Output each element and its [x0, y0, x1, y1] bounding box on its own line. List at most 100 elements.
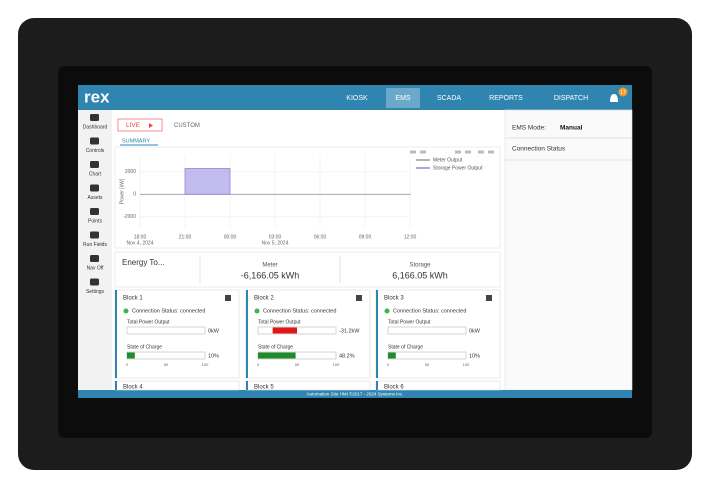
sidebar-label[interactable]: Run Fields: [83, 242, 107, 248]
soc-label: State of Charge: [388, 344, 423, 350]
power-bar: [272, 327, 297, 334]
subtab[interactable]: SUMMARY: [122, 138, 150, 144]
soc-tick-label: 0: [257, 362, 260, 367]
block-status: Connection Status: connected: [132, 308, 205, 314]
bell-icon[interactable]: [610, 94, 618, 102]
y-tick-label: -2000: [123, 214, 136, 220]
storage-point: [409, 193, 411, 195]
nav-item[interactable]: EMS: [395, 95, 411, 102]
tab-label[interactable]: CUSTOM: [174, 123, 200, 129]
block-icon[interactable]: [486, 295, 492, 301]
sidebar-label[interactable]: Dashboard: [83, 124, 108, 130]
tab-live[interactable]: [117, 118, 163, 132]
y-tick-label: 0: [133, 192, 136, 198]
top-bar: [78, 85, 632, 110]
sidebar-label[interactable]: Assets: [87, 195, 103, 201]
soc-tick-label: 0: [126, 362, 129, 367]
block-icon[interactable]: [356, 295, 362, 301]
sidebar-label[interactable]: Nav Off: [87, 265, 104, 271]
power-label: Total Power Output: [388, 319, 431, 325]
soc-tick-label: 50: [164, 362, 169, 367]
soc-tick-label: 100: [333, 362, 340, 367]
sidebar-icon[interactable]: [90, 137, 99, 145]
block-accent: [376, 381, 378, 390]
sidebar: [78, 110, 112, 390]
soc-tick-label: 100: [202, 362, 209, 367]
legend-label: Meter Output: [433, 157, 463, 163]
x-tick-label: 21:00: [179, 234, 192, 240]
x-tick-label: 06:00: [314, 234, 327, 240]
soc-tick-label: 0: [387, 362, 390, 367]
soc-value: 48.2%: [339, 353, 355, 359]
x-tick-label: 00:00: [224, 234, 237, 240]
badge-count: 17: [620, 90, 626, 96]
sidebar-icon[interactable]: [90, 278, 99, 286]
y-tick-label: 2000: [125, 169, 136, 175]
block-accent: [246, 290, 248, 378]
block-accent: [115, 290, 117, 378]
logo: rex: [84, 87, 110, 106]
block-status: Connection Status: connected: [263, 308, 336, 314]
live-icon: [149, 123, 153, 128]
sidebar-icon[interactable]: [90, 255, 99, 262]
block-status: Connection Status: connected: [393, 308, 466, 314]
power-value: 0kW: [208, 328, 220, 334]
soc-tick-label: 100: [463, 362, 470, 367]
sidebar-label[interactable]: Controls: [86, 148, 105, 154]
soc-value: 10%: [469, 353, 480, 359]
sidebar-label[interactable]: Points: [88, 218, 102, 224]
x-date-label: Nov 5, 2024: [262, 240, 289, 246]
nav-item[interactable]: KIOSK: [346, 95, 368, 102]
nav-item[interactable]: REPORTS: [489, 95, 523, 102]
soc-label: State of Charge: [258, 344, 293, 350]
power-value: 0kW: [469, 328, 481, 334]
sidebar-icon[interactable]: [90, 231, 99, 239]
soc-value: 10%: [208, 353, 219, 359]
block-accent: [376, 290, 378, 378]
soc-bar: [388, 352, 396, 359]
soc-track: [126, 351, 206, 360]
footer-text: Automation Site HMI ©2017 - 2024 Systems…: [307, 391, 404, 397]
sidebar-icon[interactable]: [90, 114, 99, 121]
block-icon[interactable]: [225, 295, 231, 301]
nav-item[interactable]: SCADA: [437, 95, 461, 102]
sidebar-icon[interactable]: [90, 184, 99, 192]
connection-label[interactable]: Connection Status: [512, 146, 566, 153]
energy-title: Energy To...: [122, 258, 165, 267]
soc-tick-label: 50: [425, 362, 430, 367]
status-dot: [123, 308, 129, 314]
storage-step: [184, 168, 231, 195]
block-title: Block 1: [123, 296, 143, 302]
meter-label: Meter: [262, 263, 277, 269]
sidebar-label[interactable]: Chart: [89, 171, 102, 177]
soc-tick-label: 50: [295, 362, 300, 367]
nav-active: [386, 88, 420, 108]
sidebar-icon[interactable]: [90, 208, 99, 215]
x-tick-label: 03:00: [269, 234, 282, 240]
block-title: Block 3: [384, 296, 404, 302]
meter-value: -6,166.05 kWh: [241, 270, 300, 280]
chart-card: [114, 146, 501, 249]
sidebar-icon[interactable]: [90, 161, 99, 168]
status-dot: [384, 308, 390, 314]
footer-bar: [78, 390, 632, 398]
tab-label[interactable]: LIVE: [126, 122, 141, 129]
status-dot: [254, 308, 260, 314]
power-track: [387, 326, 467, 335]
power-label: Total Power Output: [127, 319, 170, 325]
block-title: Block 5: [254, 385, 274, 391]
sidebar-label[interactable]: Settings: [86, 289, 105, 295]
x-tick-label: 12:00: [404, 234, 417, 240]
power-value: -31.2kW: [339, 328, 360, 334]
right-panel: [504, 109, 633, 391]
power-label: Total Power Output: [258, 319, 301, 325]
power-track: [126, 326, 206, 335]
x-date-label: Nov 4, 2024: [127, 240, 154, 246]
block-title: Block 6: [384, 385, 404, 391]
nav-item[interactable]: DISPATCH: [554, 95, 588, 102]
legend-label: Storage Power Output: [433, 165, 483, 171]
soc-track: [387, 351, 467, 360]
y-axis-label: Power [kW]: [119, 178, 125, 204]
block-accent: [246, 381, 248, 390]
